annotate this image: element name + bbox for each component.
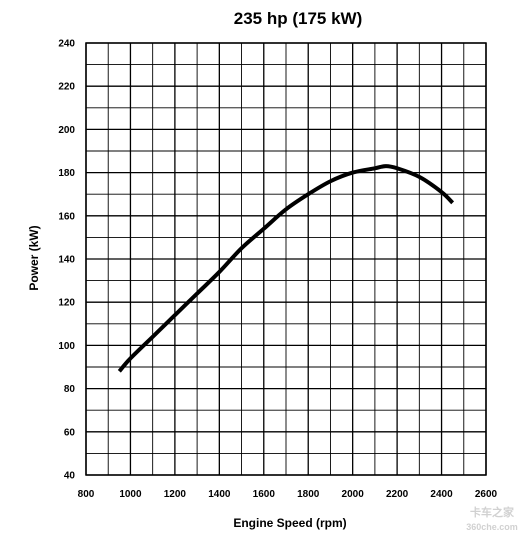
y-tick-label: 220 — [58, 82, 75, 93]
x-tick-label: 1200 — [164, 489, 187, 500]
tick-label-layer: 800 1000 1200 1400 1600 1800 2000 2200 2400 2600 4… — [58, 39, 497, 501]
y-tick-label: 140 — [58, 255, 75, 266]
x-tick-label: 1600 — [253, 489, 276, 500]
y-tick-label: 160 — [58, 211, 75, 222]
x-tick-label: 1000 — [119, 489, 142, 500]
y-tick-label: 100 — [58, 341, 75, 352]
x-tick-label: 2400 — [430, 489, 453, 500]
plot-frame — [85, 42, 487, 476]
grid-layer — [85, 42, 487, 476]
y-tick-label: 40 — [64, 471, 76, 482]
x-tick-label: 1400 — [208, 489, 231, 500]
y-tick-label: 200 — [58, 125, 75, 136]
y-tick-label: 180 — [58, 168, 75, 179]
y-tick-label: 240 — [58, 39, 75, 50]
y-tick-label: 120 — [58, 298, 75, 309]
y-axis-title: Power (kW) — [27, 225, 41, 290]
x-tick-label: 800 — [78, 489, 95, 500]
x-tick-label: 2200 — [386, 489, 409, 500]
power-curve-line — [117, 164, 455, 373]
x-tick-label: 2600 — [475, 489, 498, 500]
x-tick-label: 1800 — [297, 489, 320, 500]
chart-title: 235 hp (175 kW) — [234, 9, 363, 28]
watermark-line1: 卡车之家 — [470, 505, 515, 519]
y-tick-label: 80 — [64, 384, 76, 395]
watermark-line2: 360che.com — [466, 522, 518, 532]
x-tick-label: 2000 — [342, 489, 365, 500]
y-tick-label: 60 — [64, 427, 76, 438]
series-layer — [117, 164, 455, 373]
x-axis-title: Engine Speed (rpm) — [233, 516, 346, 530]
watermark: 卡车之家 360che.com — [466, 505, 518, 532]
